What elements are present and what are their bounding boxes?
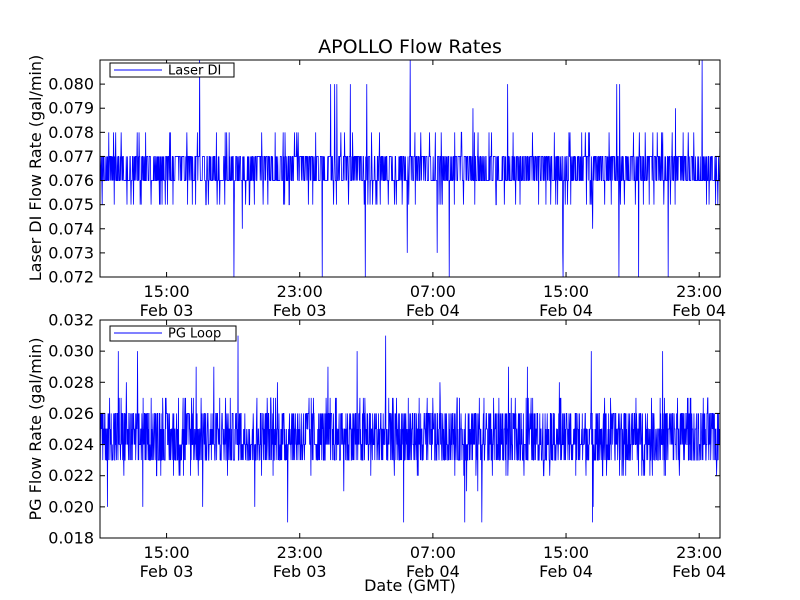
x-tick-label-time: 23:00 xyxy=(676,282,722,301)
x-tick-label-date: Feb 03 xyxy=(140,301,194,320)
y-tick-label: 0.022 xyxy=(48,466,94,485)
pg-loop-chart: 0.018 0.020 0.022 0.024 0.026 0.028 0.030 0.032… xyxy=(26,311,726,596)
laser-di-chart: APOLLO Flow Rates 0.0720.0730.0740.0750.… xyxy=(26,36,726,320)
x-tick-label-time: 15:00 xyxy=(144,543,190,562)
laser-di-series-line xyxy=(100,60,720,277)
y-tick-label: 0.026 xyxy=(48,404,94,423)
x-axis-label: Date (GMT) xyxy=(364,576,456,595)
x-tick-label-date: Feb 04 xyxy=(672,301,726,320)
legend-label: Laser DI xyxy=(168,64,221,79)
y-tick-label: 0.078 xyxy=(48,123,94,142)
laser-di-plot-frame xyxy=(99,59,721,278)
y-tick-label: 0.032 xyxy=(48,311,94,330)
x-tick-label-time: 23:00 xyxy=(277,282,323,301)
y-tick-label: 0.028 xyxy=(48,373,94,392)
x-tick-label-date: Feb 03 xyxy=(273,301,327,320)
pg-loop-legend: PG Loop xyxy=(109,325,237,342)
y-tick-label: 0.075 xyxy=(48,195,94,214)
series-line-pg-loop xyxy=(100,335,720,523)
x-tick-label-date: Feb 04 xyxy=(539,562,593,581)
pg-loop-series-line xyxy=(100,335,720,523)
y-axis-label: Laser DI Flow Rate (gal/min) xyxy=(26,55,45,282)
y-tick-label: 0.079 xyxy=(48,99,94,118)
y-tick-label: 0.072 xyxy=(48,268,94,287)
y-tick-label: 0.076 xyxy=(48,171,94,190)
legend-label: PG Loop xyxy=(168,327,221,342)
y-tick-label: 0.073 xyxy=(48,243,94,262)
y-tick-label: 0.020 xyxy=(48,497,94,516)
x-tick-label-time: 15:00 xyxy=(144,282,190,301)
x-tick-label-date: Feb 04 xyxy=(539,301,593,320)
y-tick-label: 0.024 xyxy=(48,435,94,454)
x-tick-label-date: Feb 04 xyxy=(406,562,460,581)
series-line-laser-di xyxy=(100,60,720,277)
x-tick-label-date: Feb 03 xyxy=(273,562,327,581)
x-tick-label-date: Feb 03 xyxy=(140,562,194,581)
legend-box xyxy=(109,62,235,78)
legend-box xyxy=(109,325,237,342)
x-tick-label-time: 23:00 xyxy=(277,543,323,562)
x-tick-label-time: 15:00 xyxy=(543,282,589,301)
y-tick-label: 0.074 xyxy=(48,219,94,238)
pg-loop-plot-frame xyxy=(99,319,721,539)
laser-di-legend: Laser DI xyxy=(109,62,235,79)
x-tick-label-date: Feb 04 xyxy=(406,301,460,320)
y-tick-label: 0.030 xyxy=(48,342,94,361)
laser-di-axes: 0.072 0.073 0.074 0.075 0.076 0.077 0.078 0.079… xyxy=(48,60,726,320)
y-tick-label: 0.077 xyxy=(48,147,94,166)
y-axis-label: PG Flow Rate (gal/min) xyxy=(26,338,45,521)
y-tick-label: 0.018 xyxy=(48,529,94,548)
y-tick-label: 0.080 xyxy=(48,75,94,94)
x-tick-label-time: 07:00 xyxy=(410,282,456,301)
pg-loop-axes: 0.018 0.020 0.022 0.024 0.026 0.028 0.030 0.032… xyxy=(48,311,726,582)
x-tick-label-date: Feb 04 xyxy=(672,562,726,581)
x-tick-label-time: 15:00 xyxy=(543,543,589,562)
x-tick-label-time: 07:00 xyxy=(410,543,456,562)
x-tick-label-time: 23:00 xyxy=(676,543,722,562)
chart-title: APOLLO Flow Rates xyxy=(318,36,502,58)
